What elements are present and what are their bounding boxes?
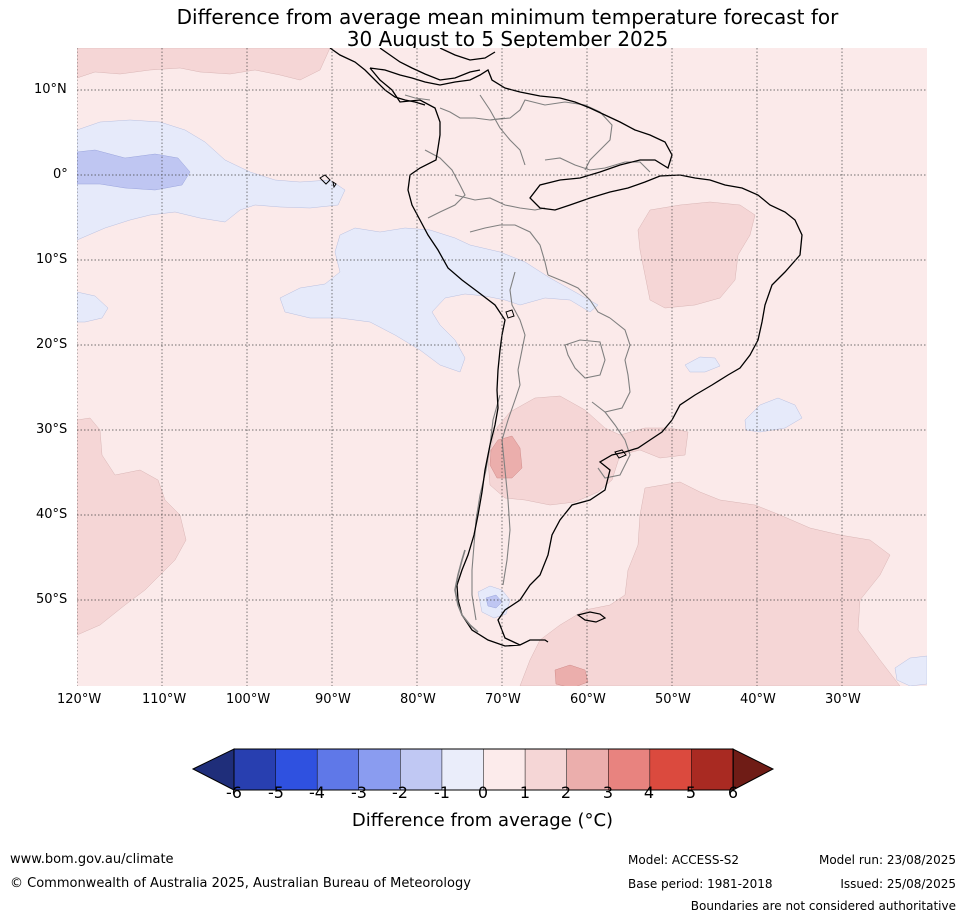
lat-label-10s: 10°S [36, 252, 68, 267]
boundaries-disclaimer: Boundaries are not considered authoritat… [690, 899, 956, 913]
colorbar-tick: 1 [519, 783, 531, 802]
colorbar-tick: 3 [602, 783, 614, 802]
warm-region-argentina [487, 395, 689, 506]
colorbar-tick: 0 [477, 783, 489, 802]
lon-label-120w: 120°W [57, 692, 102, 707]
copyright-notice: © Commonwealth of Australia 2025, Austra… [10, 876, 471, 891]
lat-label-40s: 40°S [36, 507, 68, 522]
model-name: Model: ACCESS-S2 [628, 853, 740, 867]
cool-region-far-south-atlantic [894, 655, 927, 686]
cool-region-peru [279, 227, 599, 373]
map-title-line-1: Difference from average mean minimum tem… [176, 5, 839, 29]
colorbar-segment [400, 748, 443, 791]
warm-region-andes-strong [489, 435, 523, 479]
cool-region-south-atlantic [744, 397, 803, 433]
lat-label-30s: 30°S [36, 422, 68, 437]
colorbar-tick: -4 [309, 783, 325, 802]
graticule [77, 48, 927, 686]
lon-label-40w: 40°W [740, 692, 776, 707]
colorbar-tick: -1 [434, 783, 450, 802]
lagoa-dos-patos [614, 449, 627, 459]
colorbar-tick: -6 [226, 783, 242, 802]
colorbar-tick: 5 [685, 783, 697, 802]
colorbar-tick: 2 [560, 783, 572, 802]
warm-region-south-atlantic [519, 481, 901, 686]
website-link[interactable]: www.bom.gov.au/climate [10, 852, 174, 867]
colorbar-tick: -3 [351, 783, 367, 802]
lon-label-30w: 30°W [825, 692, 861, 707]
lon-label-50w: 50°W [655, 692, 691, 707]
cool-region-west-pacific-edge [77, 291, 109, 323]
falkland-islands [576, 611, 607, 623]
colorbar [191, 748, 775, 791]
chile-fjords [454, 549, 479, 633]
warm-region-drake-strong [554, 664, 589, 686]
warm-region-brazil [637, 201, 756, 309]
map-title-line-2: 30 August to 5 September 2025 [346, 27, 669, 51]
coastline-central-america [329, 48, 496, 106]
base-period: Base period: 1981-2018 [628, 877, 773, 891]
galapagos-islands [319, 174, 337, 189]
country-borders [404, 94, 651, 621]
lat-label-10n: 10°N [34, 82, 67, 97]
lon-label-70w: 70°W [485, 692, 521, 707]
colorbar-tick: 6 [727, 783, 739, 802]
colorbar-segment [483, 748, 526, 791]
warm-region-north-pacific [77, 48, 331, 81]
colorbar-segment [524, 748, 568, 791]
colorbar-tick: -5 [268, 783, 284, 802]
colorbar-segment [608, 748, 651, 791]
lake-titicaca [505, 309, 515, 319]
lon-label-60w: 60°W [570, 692, 606, 707]
lon-label-100w: 100°W [226, 692, 271, 707]
issued-date: Issued: 25/08/2025 [840, 877, 956, 891]
cool-region-equatorial-pacific [77, 119, 346, 241]
colorbar-tick: 4 [643, 783, 655, 802]
lat-label-50s: 50°S [36, 592, 68, 607]
lon-label-90w: 90°W [315, 692, 351, 707]
lat-label-0: 0° [53, 167, 68, 182]
cool-region-brazil-coast [684, 356, 721, 373]
model-run-date: Model run: 23/08/2025 [818, 853, 956, 867]
colorbar-tick: -2 [392, 783, 408, 802]
cool-region-patagonia-strong [485, 594, 503, 609]
lat-label-20s: 20°S [36, 337, 68, 352]
colorbar-segment [691, 748, 734, 791]
colorbar-label: Difference from average (°C) [351, 810, 614, 831]
colorbar-segment [316, 748, 360, 791]
lon-label-80w: 80°W [400, 692, 436, 707]
lon-label-110w: 110°W [142, 692, 187, 707]
